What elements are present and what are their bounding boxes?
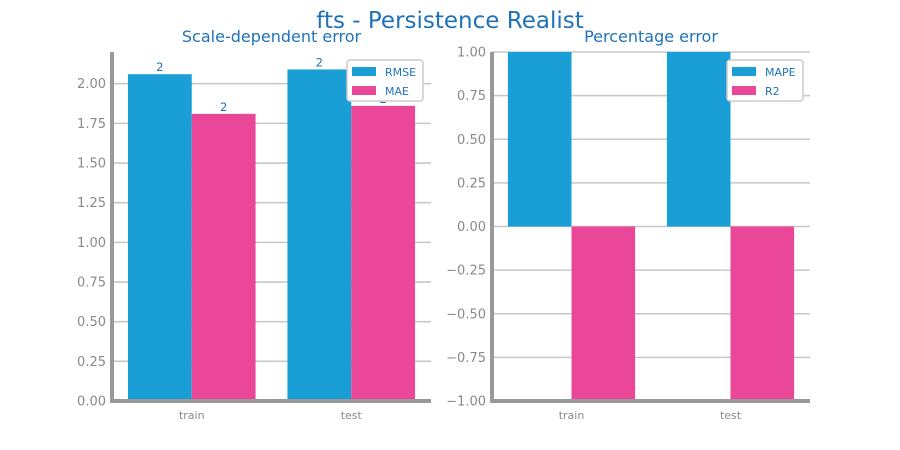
bar-mape-train	[507, 52, 572, 227]
legend-label-rmse: RMSE	[385, 66, 416, 79]
y-tick-label: −0.50	[446, 307, 486, 322]
legend-swatch-mape	[732, 67, 756, 76]
legend-label-mae: MAE	[385, 85, 409, 98]
y-tick-label: 0.50	[457, 133, 486, 148]
y-tick-label: 1.00	[77, 236, 106, 251]
legend-label-mape: MAPE	[765, 66, 796, 79]
legend-label-r2: R2	[765, 85, 780, 98]
y-tick-label: 0.00	[457, 220, 486, 235]
x-tick-label: test	[341, 409, 363, 422]
y-tick-label: 0.25	[77, 355, 106, 370]
bar-r2-test	[730, 226, 795, 401]
chart-title: Scale-dependent error	[182, 27, 362, 46]
bar-rmse-test	[287, 69, 352, 401]
bar-mape-test	[666, 52, 731, 227]
chart-title: Percentage error	[584, 27, 718, 46]
y-tick-label: 0.50	[77, 315, 106, 330]
bar-mae-train	[191, 113, 256, 402]
y-tick-label: 0.75	[77, 276, 106, 291]
y-tick-label: −0.75	[446, 351, 486, 366]
bar-mae-test	[351, 105, 416, 401]
y-tick-label: 0.00	[77, 395, 106, 410]
legend-swatch-rmse	[352, 67, 376, 76]
legend: MAPE R2	[726, 59, 804, 102]
y-tick-label: −1.00	[446, 395, 486, 410]
x-tick-label: train	[559, 409, 585, 422]
legend: RMSE MAE	[346, 59, 424, 102]
y-tick-label: 1.75	[77, 117, 106, 132]
legend-swatch-r2	[732, 86, 756, 95]
data-label: 2	[316, 55, 323, 69]
x-tick-label: train	[179, 409, 205, 422]
data-label: 2	[220, 100, 227, 114]
x-tick-label: test	[720, 409, 742, 422]
chart-panel-1: Scale-dependent error 0.00 0.25 0.50 0.75 1.0…	[77, 27, 431, 422]
y-tick-label: 1.00	[457, 46, 486, 61]
bar-r2-train	[571, 226, 636, 401]
y-tick-label: 2.00	[77, 77, 106, 92]
figure-title: fts - Persistence Realist	[316, 8, 583, 34]
y-tick-label: 1.50	[77, 157, 106, 172]
y-tick-label: −0.25	[446, 264, 486, 279]
chart-panel-2: Percentage error −1.00 −0.75 −0.50 −0.25 0.00…	[446, 27, 810, 422]
bar-rmse-train	[127, 74, 192, 401]
data-label: 2	[156, 60, 163, 74]
y-tick-label: 0.75	[457, 89, 486, 104]
y-tick-label: 1.25	[77, 196, 106, 211]
y-tick-label: 0.25	[457, 176, 486, 191]
legend-swatch-mae	[352, 86, 376, 95]
